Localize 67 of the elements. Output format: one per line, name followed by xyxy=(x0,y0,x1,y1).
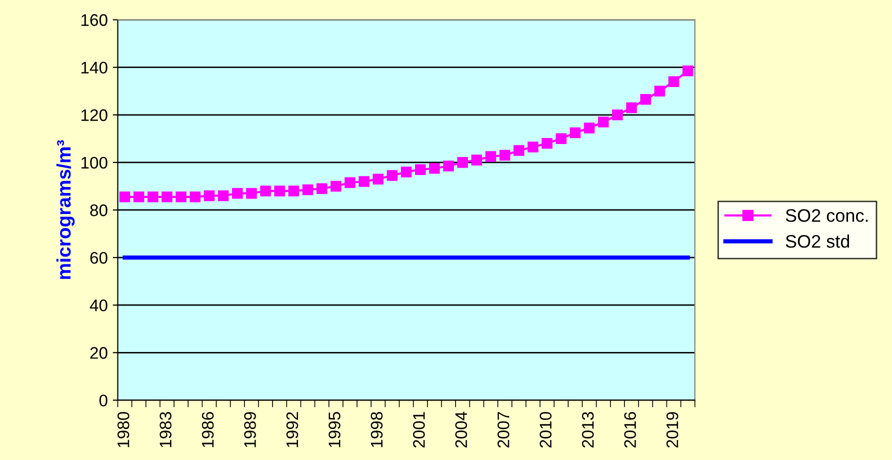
x-tick-label: 2010 xyxy=(540,412,552,448)
x-tick-label: 2013 xyxy=(582,412,594,448)
x-tick-label: 1989 xyxy=(244,412,256,448)
point xyxy=(626,102,637,114)
point xyxy=(415,164,426,175)
x-tick-label: 1998 xyxy=(370,412,383,448)
point xyxy=(330,180,342,192)
y-tick-label: 0 xyxy=(99,394,108,406)
y-tick-label: 120 xyxy=(81,109,108,122)
x-tick-label: 2004 xyxy=(455,412,468,448)
point xyxy=(528,142,538,152)
point xyxy=(274,186,285,196)
point xyxy=(443,160,454,172)
point xyxy=(400,166,412,178)
point xyxy=(429,163,440,174)
point xyxy=(471,154,482,166)
legend-label: SO2 std xyxy=(786,234,850,248)
point xyxy=(372,174,384,184)
x-tick-label: 2001 xyxy=(413,412,425,448)
y-tick-label: 160 xyxy=(81,14,108,26)
x-tick-label: 2016 xyxy=(624,412,636,448)
x-tick-label: 2007 xyxy=(498,412,510,448)
point xyxy=(288,186,300,196)
point xyxy=(457,157,468,168)
point xyxy=(232,188,243,199)
point xyxy=(654,86,666,96)
x-tick-label: 2019 xyxy=(666,412,678,448)
point xyxy=(119,192,130,202)
x-tick-label: 1986 xyxy=(202,412,214,448)
point xyxy=(344,177,356,188)
y-axis-title: micrograms/m³ xyxy=(56,140,75,279)
point xyxy=(612,110,623,120)
x-tick-label: 1983 xyxy=(160,412,172,448)
point xyxy=(514,145,524,156)
x-tick-label: 1995 xyxy=(328,412,340,448)
point xyxy=(204,190,215,202)
point xyxy=(485,151,496,162)
point xyxy=(218,190,229,202)
point xyxy=(386,170,398,181)
y-tick-label: 80 xyxy=(90,204,108,216)
point xyxy=(302,184,314,196)
point xyxy=(358,176,370,187)
x-tick-label: 1992 xyxy=(286,412,298,448)
point xyxy=(668,76,680,87)
point xyxy=(246,188,257,199)
point xyxy=(162,192,172,202)
point xyxy=(316,183,328,194)
point xyxy=(499,150,510,161)
y-tick-label: 60 xyxy=(90,252,108,264)
point xyxy=(570,127,581,138)
point xyxy=(190,192,201,202)
point xyxy=(176,192,186,202)
point xyxy=(133,192,144,202)
legend-label: SO2 conc. xyxy=(786,209,868,222)
y-tick-label: 140 xyxy=(81,62,108,74)
point xyxy=(556,133,567,144)
y-tick-label: 100 xyxy=(81,156,108,169)
point xyxy=(148,192,158,202)
point xyxy=(598,116,609,128)
point xyxy=(640,94,651,105)
point xyxy=(542,138,552,149)
y-tick-label: 20 xyxy=(90,347,108,359)
x-tick-label: 1980 xyxy=(117,412,130,448)
point xyxy=(260,186,271,196)
point xyxy=(584,122,595,134)
point xyxy=(682,66,694,76)
y-tick-label: 40 xyxy=(90,299,108,312)
